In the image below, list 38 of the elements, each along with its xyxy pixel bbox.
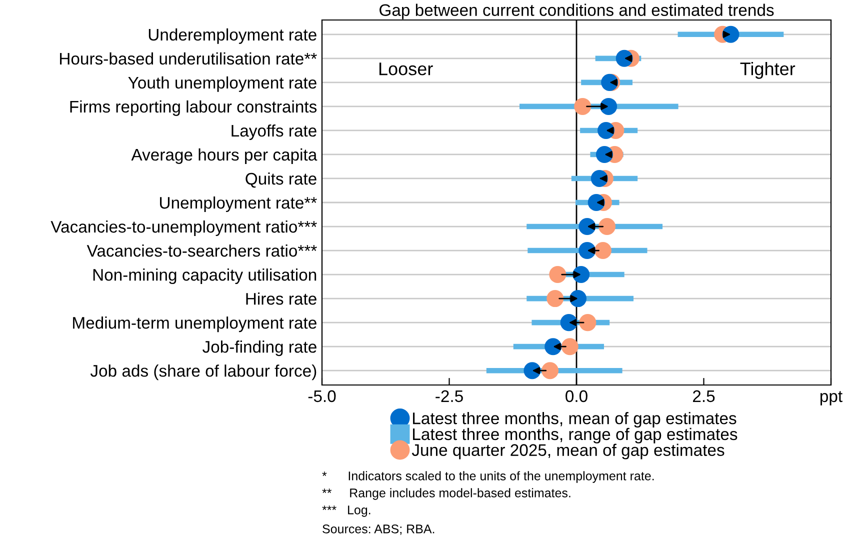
point: [561, 338, 578, 356]
y-tick-label: Hires rate: [246, 292, 316, 305]
legend-label: Latest three months, mean of gap estimates: [413, 412, 736, 428]
y-tick-label: Job-finding rate: [202, 340, 316, 356]
y-tick-label: Vacancies-to-unemployment ratio***: [50, 220, 317, 236]
text: *** Log.: [322, 506, 370, 517]
annotation: Tighter: [740, 62, 796, 79]
point: [598, 218, 616, 236]
legend-label: Latest three months, range of gap estimates: [413, 428, 738, 444]
point: [574, 98, 592, 115]
x-tick-label: ppt: [820, 391, 842, 406]
x-tick-label: -5.0: [308, 390, 336, 402]
chart-title: Gap between current conditions and estimated trends: [380, 4, 774, 20]
y-tick-label: Average hours per capita: [131, 148, 318, 164]
y-tick-label: Firms reporting labour constraints: [70, 100, 317, 116]
y-tick-label: Quits rate: [246, 172, 316, 188]
point: [549, 266, 566, 284]
y-tick-label: Unemployment rate**: [160, 196, 317, 212]
point: [594, 242, 612, 260]
y-tick-label: Layoffs rate: [232, 124, 316, 140]
source-note: Sources: ABS; RBA.: [322, 524, 434, 535]
legend-label: June quarter 2025, mean of gap estimates: [412, 444, 724, 460]
y-tick-label: Job ads (share of labour force): [90, 364, 316, 380]
y-tick-label: Vacancies-to-searchers ratio***: [86, 244, 317, 257]
point: [546, 290, 564, 308]
y-tick-label: Youth unemployment rate: [128, 76, 316, 92]
y-tick-label: Non-mining capacity utilisation: [93, 268, 316, 284]
text: * Indicators scaled to the units of the unemployment rate.: [322, 471, 654, 483]
point: [542, 362, 559, 380]
x-tick-label: 2.5: [693, 390, 715, 402]
text: ** Range includes model-based estimates.: [322, 488, 570, 500]
y-tick-label: Hours-based underutilisation rate**: [60, 52, 317, 65]
x-tick-label: -2.5: [436, 390, 463, 402]
y-tick-label: Underemployment rate: [148, 28, 316, 44]
point: [579, 314, 596, 332]
y-tick-label: Medium-term unemployment rate: [73, 316, 316, 332]
x-tick-label: 0.0: [566, 390, 588, 402]
annotation: Looser: [379, 62, 433, 76]
